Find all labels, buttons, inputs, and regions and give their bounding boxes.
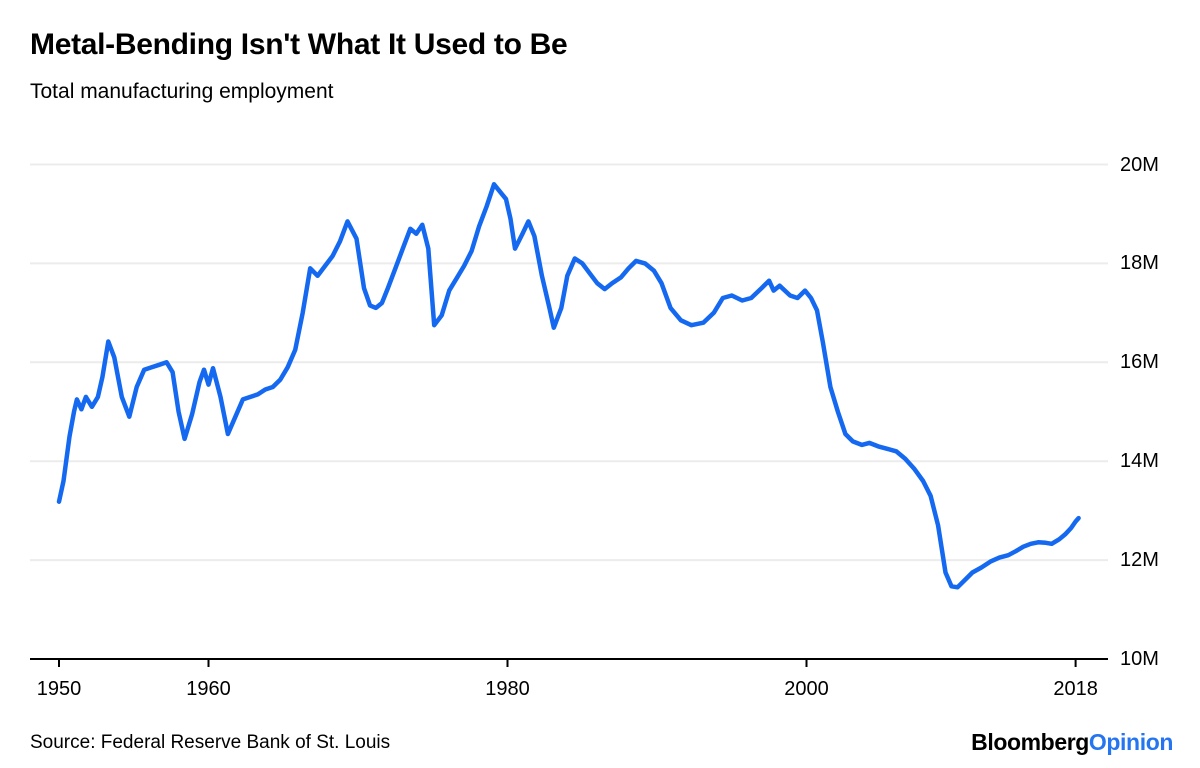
logo-opinion: Opinion: [1088, 729, 1173, 755]
page-title: Metal-Bending Isn't What It Used to Be: [30, 28, 568, 61]
y-axis-label: 10M: [1120, 648, 1159, 670]
y-axis-label: 18M: [1120, 252, 1159, 275]
y-axis-label: 14M: [1120, 450, 1159, 473]
logo-bloomberg: Bloomberg: [971, 729, 1089, 755]
y-axis-label: 16M: [1120, 351, 1159, 374]
x-axis-label: 1980: [485, 678, 530, 700]
x-axis-label: 2018: [1053, 678, 1098, 700]
source-note: Source: Federal Reserve Bank of St. Loui…: [30, 732, 391, 753]
y-axis-label: 12M: [1120, 549, 1159, 572]
y-axis-label: 20M: [1120, 153, 1159, 176]
employment-line-series: [56, 182, 1081, 590]
x-axis-label: 1960: [186, 678, 231, 700]
chart-subtitle: Total manufacturing employment: [30, 80, 334, 103]
bloomberg-opinion-logo: BloombergOpinion: [971, 729, 1173, 756]
x-axis-label: 1950: [36, 678, 82, 700]
x-axis-label: 2000: [784, 678, 829, 700]
